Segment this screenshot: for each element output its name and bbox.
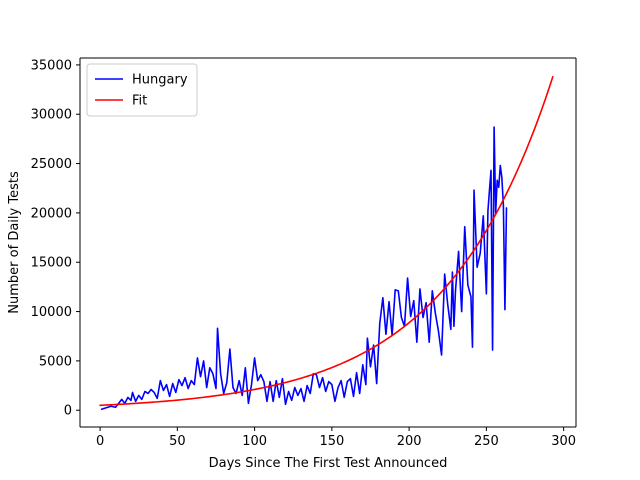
y-tick-label: 30000 bbox=[31, 108, 72, 123]
x-axis-label: Days Since The First Test Announced bbox=[209, 456, 448, 471]
legend-box bbox=[86, 63, 198, 117]
y-tick-label: 0 bbox=[64, 404, 72, 419]
x-tick-label: 150 bbox=[319, 434, 344, 449]
legend-label-hungary: Hungary bbox=[132, 73, 188, 88]
legend-label-fit: Fit bbox=[132, 94, 147, 109]
series-line-hungary bbox=[100, 126, 508, 411]
series-line-fit bbox=[99, 75, 554, 407]
y-tick-label: 20000 bbox=[31, 206, 72, 221]
x-tick-label: 200 bbox=[397, 434, 422, 449]
y-tick-label: 5000 bbox=[39, 354, 72, 369]
y-tick-label: 25000 bbox=[31, 157, 72, 172]
y-tick-label: 10000 bbox=[31, 305, 72, 320]
x-tick-label: 50 bbox=[169, 434, 186, 449]
y-axis-label: Number of Daily Tests bbox=[7, 171, 22, 314]
y-tick-label: 35000 bbox=[31, 58, 72, 73]
y-tick-label: 15000 bbox=[31, 256, 72, 271]
x-tick-label: 0 bbox=[96, 434, 104, 449]
x-tick-label: 100 bbox=[242, 434, 267, 449]
x-tick-label: 250 bbox=[474, 434, 499, 449]
axes: 0 50 100 150 200 250 300 0 5000 10000 15000 20000 25… bbox=[31, 57, 577, 449]
plot-area bbox=[99, 75, 554, 411]
legend: Hungary Fit bbox=[86, 63, 198, 117]
x-tick-label: 300 bbox=[551, 434, 576, 449]
